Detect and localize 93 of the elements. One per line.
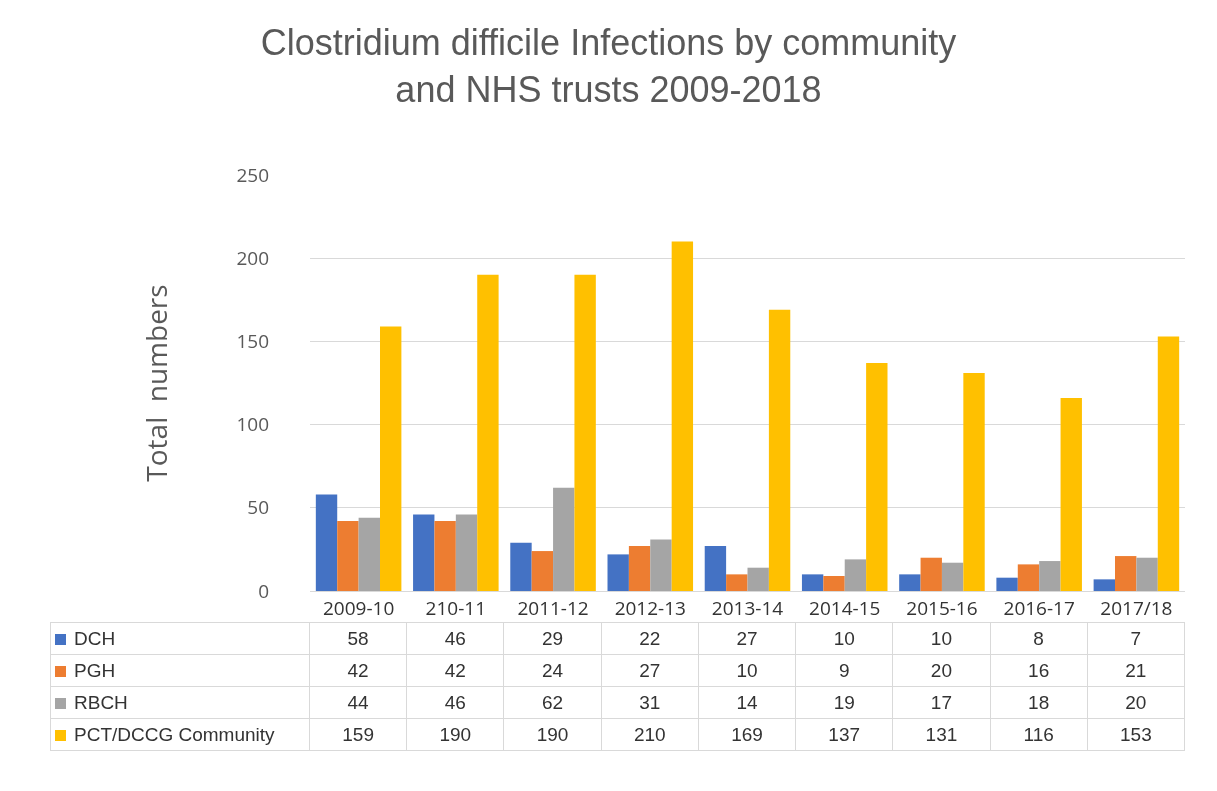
y-tick-label: 250 — [236, 161, 269, 188]
data-label: 58 — [309, 622, 407, 655]
y-tick-label: 100 — [236, 411, 269, 438]
data-label: 9 — [795, 654, 893, 687]
x-tick-label: 2011-12 — [517, 594, 589, 621]
data-label: 21 — [1087, 654, 1185, 687]
bar — [358, 517, 380, 591]
data-label: 8 — [990, 622, 1088, 655]
bar — [650, 539, 672, 591]
data-label: 31 — [601, 686, 699, 719]
data-label: 62 — [503, 686, 602, 719]
bar — [747, 567, 769, 591]
data-label: 16 — [990, 654, 1088, 687]
bar — [866, 363, 888, 591]
bar — [844, 559, 867, 591]
bar — [510, 542, 532, 591]
data-label: 137 — [795, 718, 893, 751]
data-label: 7 — [1087, 622, 1185, 655]
bar — [1157, 336, 1180, 591]
data-label: 22 — [601, 622, 699, 655]
data-label: 10 — [698, 654, 796, 687]
data-label: 169 — [698, 718, 796, 751]
x-tick-label: 2015-16 — [906, 594, 978, 621]
data-label: 10 — [795, 622, 893, 655]
bar — [899, 574, 921, 591]
bar — [1115, 556, 1137, 591]
data-label: 27 — [698, 622, 796, 655]
legend-label: RBCH — [74, 691, 128, 713]
chart-title: Clostridium difficile Infections by community and NHS trusts 2009-2018 — [260, 22, 957, 111]
x-tick-label: 2012-13 — [614, 594, 686, 621]
bar — [963, 373, 985, 591]
data-label: 190 — [406, 718, 504, 751]
y-axis-title: Total numbers — [137, 284, 176, 482]
bar — [1017, 564, 1040, 591]
bar — [1060, 397, 1082, 591]
data-label: 46 — [406, 622, 504, 655]
bar — [413, 514, 435, 591]
x-tick-label: 2017/18 — [1100, 594, 1173, 621]
legend-label: DCH — [74, 627, 116, 649]
data-label: 20 — [1087, 686, 1185, 719]
bar — [455, 514, 478, 591]
data-label: 46 — [406, 686, 504, 719]
bar — [574, 274, 596, 591]
bar — [768, 309, 791, 591]
bar — [801, 574, 824, 591]
bar — [726, 574, 748, 591]
y-tick-label: 50 — [247, 494, 269, 521]
data-label: 210 — [601, 718, 699, 751]
bar — [1039, 561, 1061, 591]
bar — [1136, 557, 1158, 591]
data-label: 42 — [309, 654, 407, 687]
data-label: 18 — [990, 686, 1088, 719]
bar — [315, 494, 338, 591]
bar — [434, 521, 456, 591]
y-tick-label: 0 — [258, 577, 269, 604]
y-tick-label: 200 — [236, 244, 269, 271]
data-label: 19 — [795, 686, 893, 719]
bar — [531, 551, 554, 591]
x-tick-label: 2014-15 — [809, 594, 881, 621]
data-label: 190 — [503, 718, 602, 751]
bar — [607, 554, 629, 591]
data-label: 27 — [601, 654, 699, 687]
data-label: 44 — [309, 686, 407, 719]
bar — [671, 241, 694, 591]
data-label: 159 — [309, 718, 407, 751]
x-tick-label: 2013-14 — [711, 594, 784, 621]
bar — [628, 546, 651, 591]
bar — [920, 557, 942, 591]
data-label: 24 — [503, 654, 602, 687]
data-label: 42 — [406, 654, 504, 687]
data-label: 116 — [990, 718, 1088, 751]
bar — [553, 487, 575, 591]
data-label: 17 — [892, 686, 991, 719]
x-tick-label: 2009-10 — [322, 594, 395, 621]
bar — [337, 521, 359, 591]
data-label: 14 — [698, 686, 796, 719]
legend-label: PGH — [74, 659, 116, 681]
data-label: 10 — [892, 622, 991, 655]
data-label: 29 — [503, 622, 602, 655]
bar — [380, 326, 402, 591]
data-label: 20 — [892, 654, 991, 687]
bar — [704, 546, 727, 591]
bar — [1093, 579, 1115, 591]
bar — [477, 274, 499, 591]
y-tick-label: 150 — [236, 328, 269, 355]
x-tick-label: 2016-17 — [1003, 594, 1075, 621]
legend-label: PCT/DCCG Community — [74, 723, 275, 745]
data-label: 131 — [892, 718, 991, 751]
data-label: 153 — [1087, 718, 1185, 751]
bar — [941, 562, 964, 591]
bar — [996, 577, 1018, 591]
x-tick-label: 210-11 — [425, 594, 487, 621]
bar — [823, 576, 845, 591]
